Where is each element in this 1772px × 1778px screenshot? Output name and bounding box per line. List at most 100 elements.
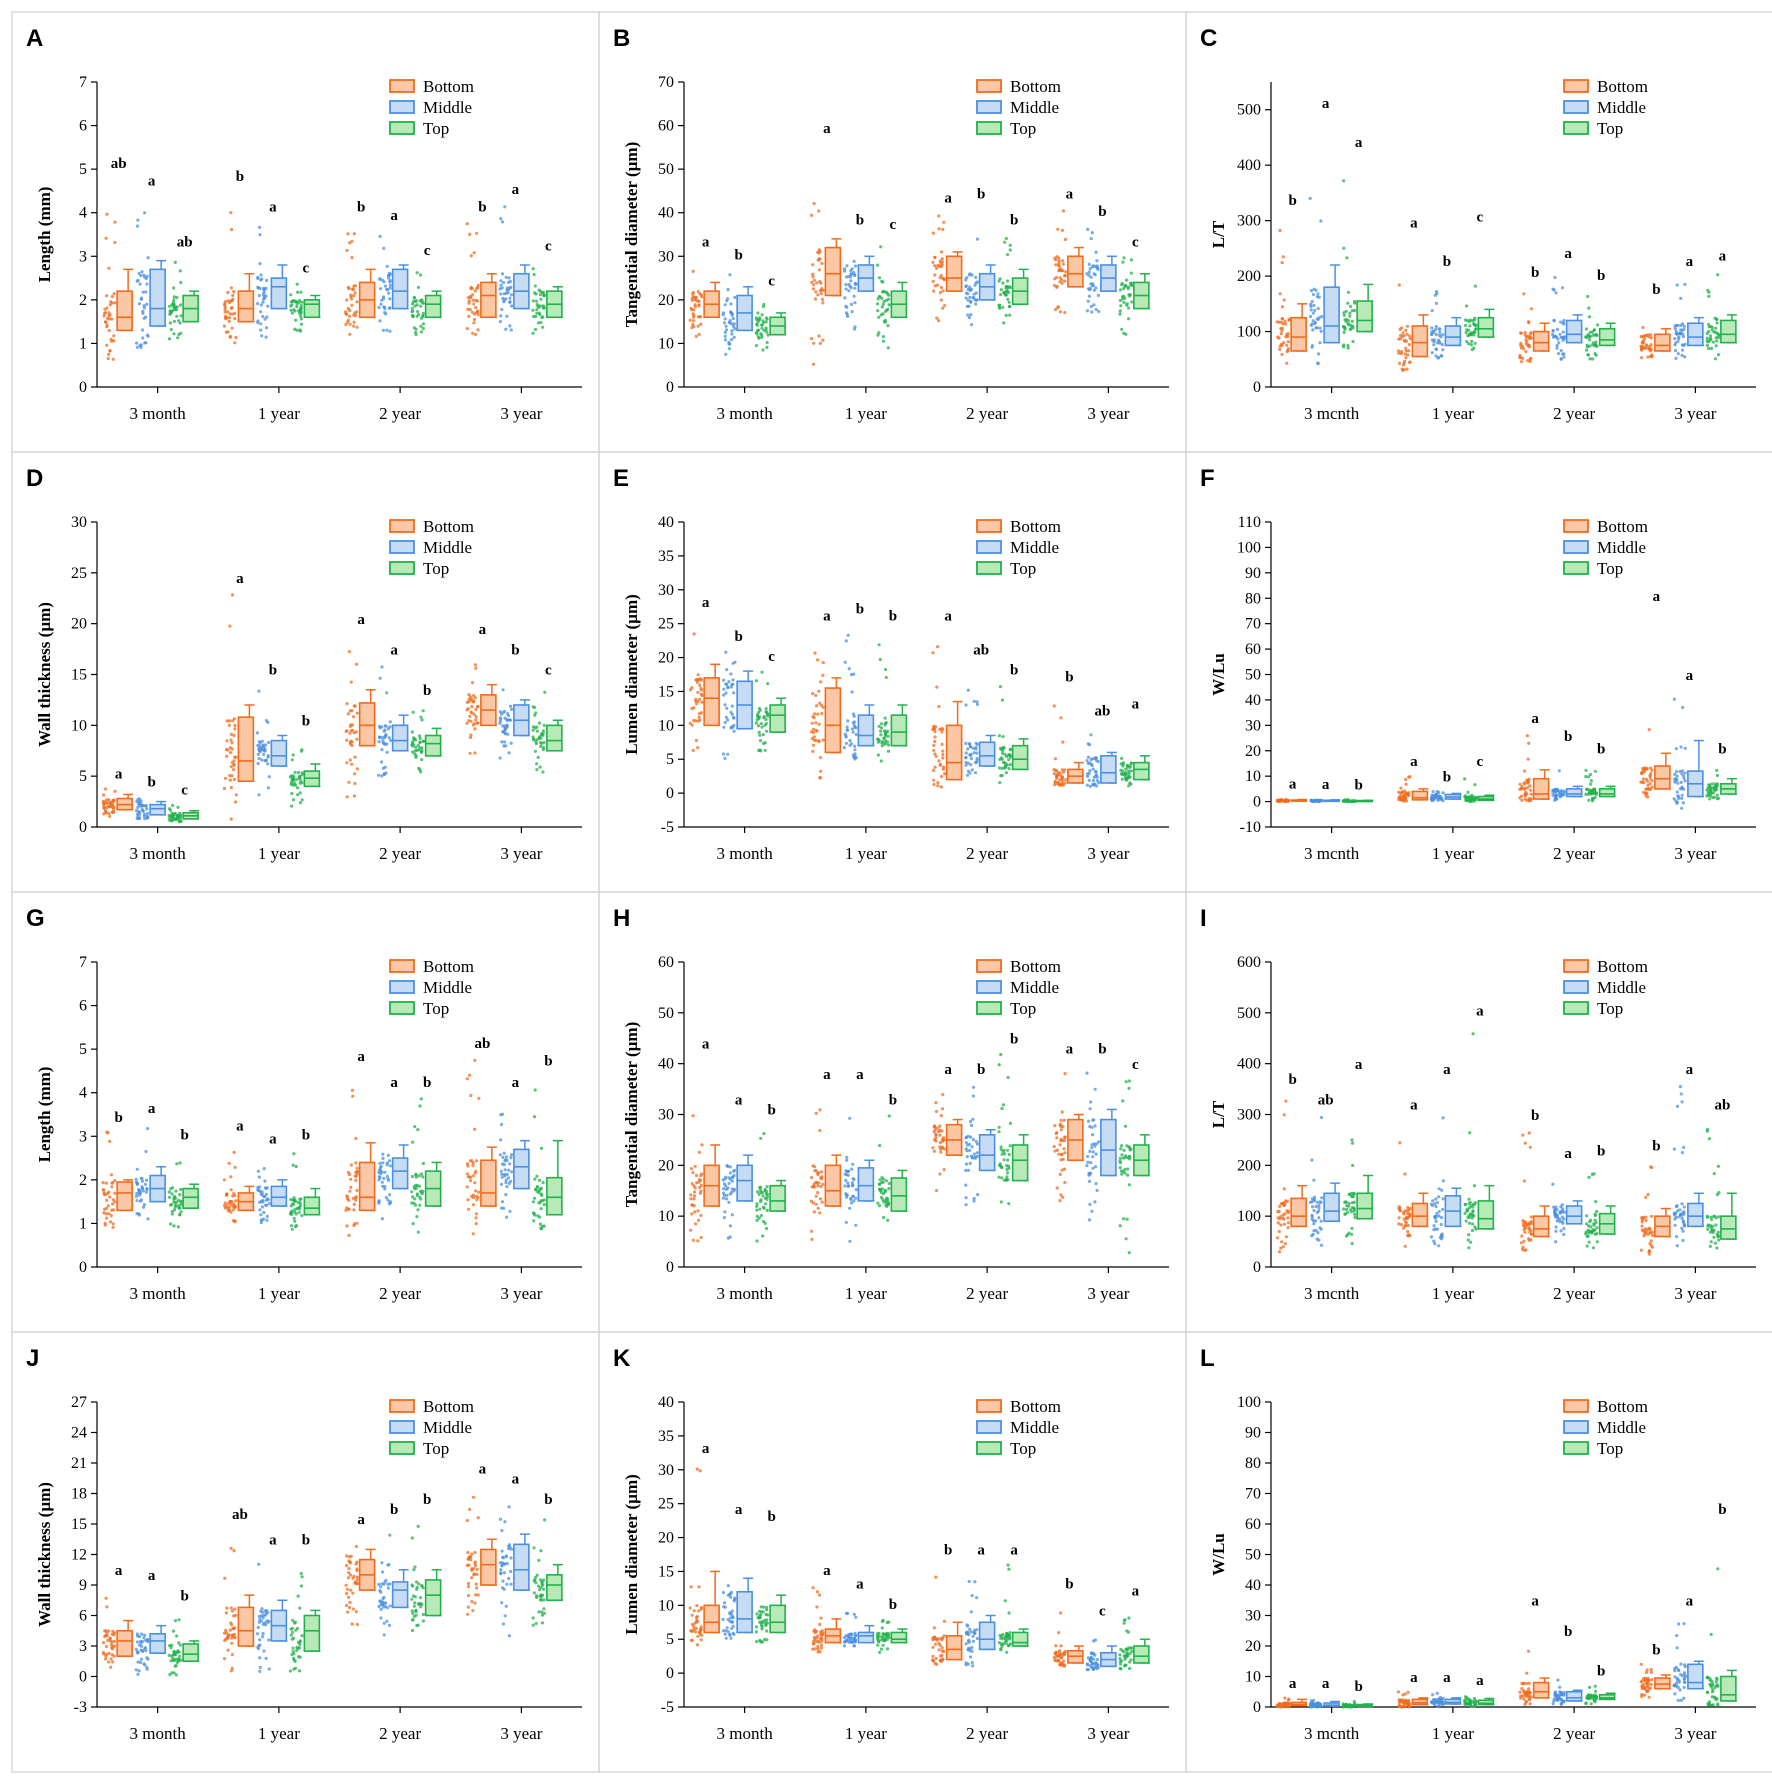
data-point (382, 1176, 386, 1180)
data-point (688, 721, 692, 725)
data-point (975, 702, 979, 706)
data-point (175, 314, 179, 318)
data-point (105, 1130, 109, 1134)
data-point (968, 285, 972, 289)
data-point (1319, 1227, 1323, 1231)
data-point (700, 700, 704, 704)
data-point (1432, 1239, 1436, 1243)
data-point (1713, 316, 1717, 320)
data-point (1284, 1235, 1288, 1239)
data-point (999, 747, 1003, 751)
data-point (1001, 745, 1005, 749)
data-point (1053, 757, 1058, 761)
data-point (935, 266, 939, 270)
data-point (1439, 335, 1443, 339)
data-point (465, 1162, 470, 1166)
significance-letter: a (702, 595, 710, 611)
data-point (504, 327, 508, 331)
data-point (1707, 346, 1711, 351)
data-point (821, 705, 825, 709)
data-point (1279, 332, 1283, 336)
data-point (1319, 1243, 1324, 1247)
data-point (761, 320, 766, 325)
data-point (233, 727, 237, 731)
data-point (817, 689, 821, 693)
data-point (1008, 243, 1012, 247)
data-point (542, 294, 546, 298)
data-point (292, 776, 296, 780)
box (546, 724, 563, 752)
data-point (1648, 787, 1652, 791)
data-point (1559, 1205, 1563, 1209)
data-point (1128, 1146, 1132, 1150)
data-point (388, 1159, 392, 1163)
data-point (383, 1187, 387, 1191)
legend-label: Bottom (423, 957, 474, 976)
data-point (233, 755, 237, 759)
data-point (809, 1176, 814, 1180)
data-point (1006, 297, 1010, 301)
box (1477, 316, 1495, 338)
data-point (293, 770, 297, 774)
data-point (697, 332, 701, 337)
data-point (722, 321, 727, 325)
data-point (296, 290, 300, 294)
data-point (1089, 275, 1093, 279)
data-point (477, 1096, 481, 1100)
legend-swatch (1563, 519, 1589, 533)
data-point (1399, 786, 1403, 790)
data-point (1588, 338, 1592, 342)
data-point (468, 1073, 472, 1077)
data-point (539, 297, 543, 301)
data-point (1119, 768, 1123, 772)
data-point (1127, 317, 1131, 321)
y-tick-label: -10 (1240, 819, 1261, 836)
significance-letter: b (544, 1053, 552, 1069)
data-point (503, 728, 507, 732)
data-point (347, 650, 351, 654)
data-point (474, 1222, 478, 1226)
legend-swatch (1563, 100, 1589, 114)
data-point (1441, 333, 1445, 337)
data-point (1429, 1235, 1434, 1239)
data-point (690, 1212, 694, 1216)
data-point (108, 814, 112, 818)
data-point (726, 752, 730, 756)
data-point (263, 1194, 267, 1198)
x-tick-label: 1 year (845, 1284, 887, 1303)
data-point (729, 710, 733, 714)
y-tick-label: -5 (661, 819, 674, 836)
data-point (761, 1205, 765, 1209)
data-point (1092, 303, 1096, 307)
data-point (1060, 1110, 1064, 1114)
data-point (504, 1193, 508, 1197)
data-point (1093, 1144, 1097, 1148)
data-point (883, 309, 888, 313)
data-point (1118, 1166, 1122, 1170)
data-point (1312, 1209, 1316, 1213)
data-point (882, 1215, 886, 1220)
data-point (473, 663, 478, 667)
data-point (763, 748, 767, 752)
legend-swatch (389, 959, 415, 973)
data-point (256, 1185, 260, 1189)
data-point (176, 1204, 181, 1208)
data-point (1432, 343, 1436, 347)
data-point (966, 298, 970, 302)
data-point (760, 313, 764, 317)
data-point (179, 1203, 183, 1207)
data-point (1052, 772, 1056, 776)
data-point (880, 305, 884, 309)
data-point (416, 1208, 420, 1212)
data-point (143, 817, 147, 821)
data-point (1086, 299, 1090, 303)
data-point (172, 286, 176, 290)
data-point (532, 705, 537, 710)
significance-letter: a (823, 1067, 831, 1083)
data-point (755, 1202, 759, 1206)
data-point (352, 1202, 356, 1206)
data-point (167, 1190, 171, 1194)
data-point (1127, 306, 1131, 310)
data-point (1123, 774, 1127, 778)
